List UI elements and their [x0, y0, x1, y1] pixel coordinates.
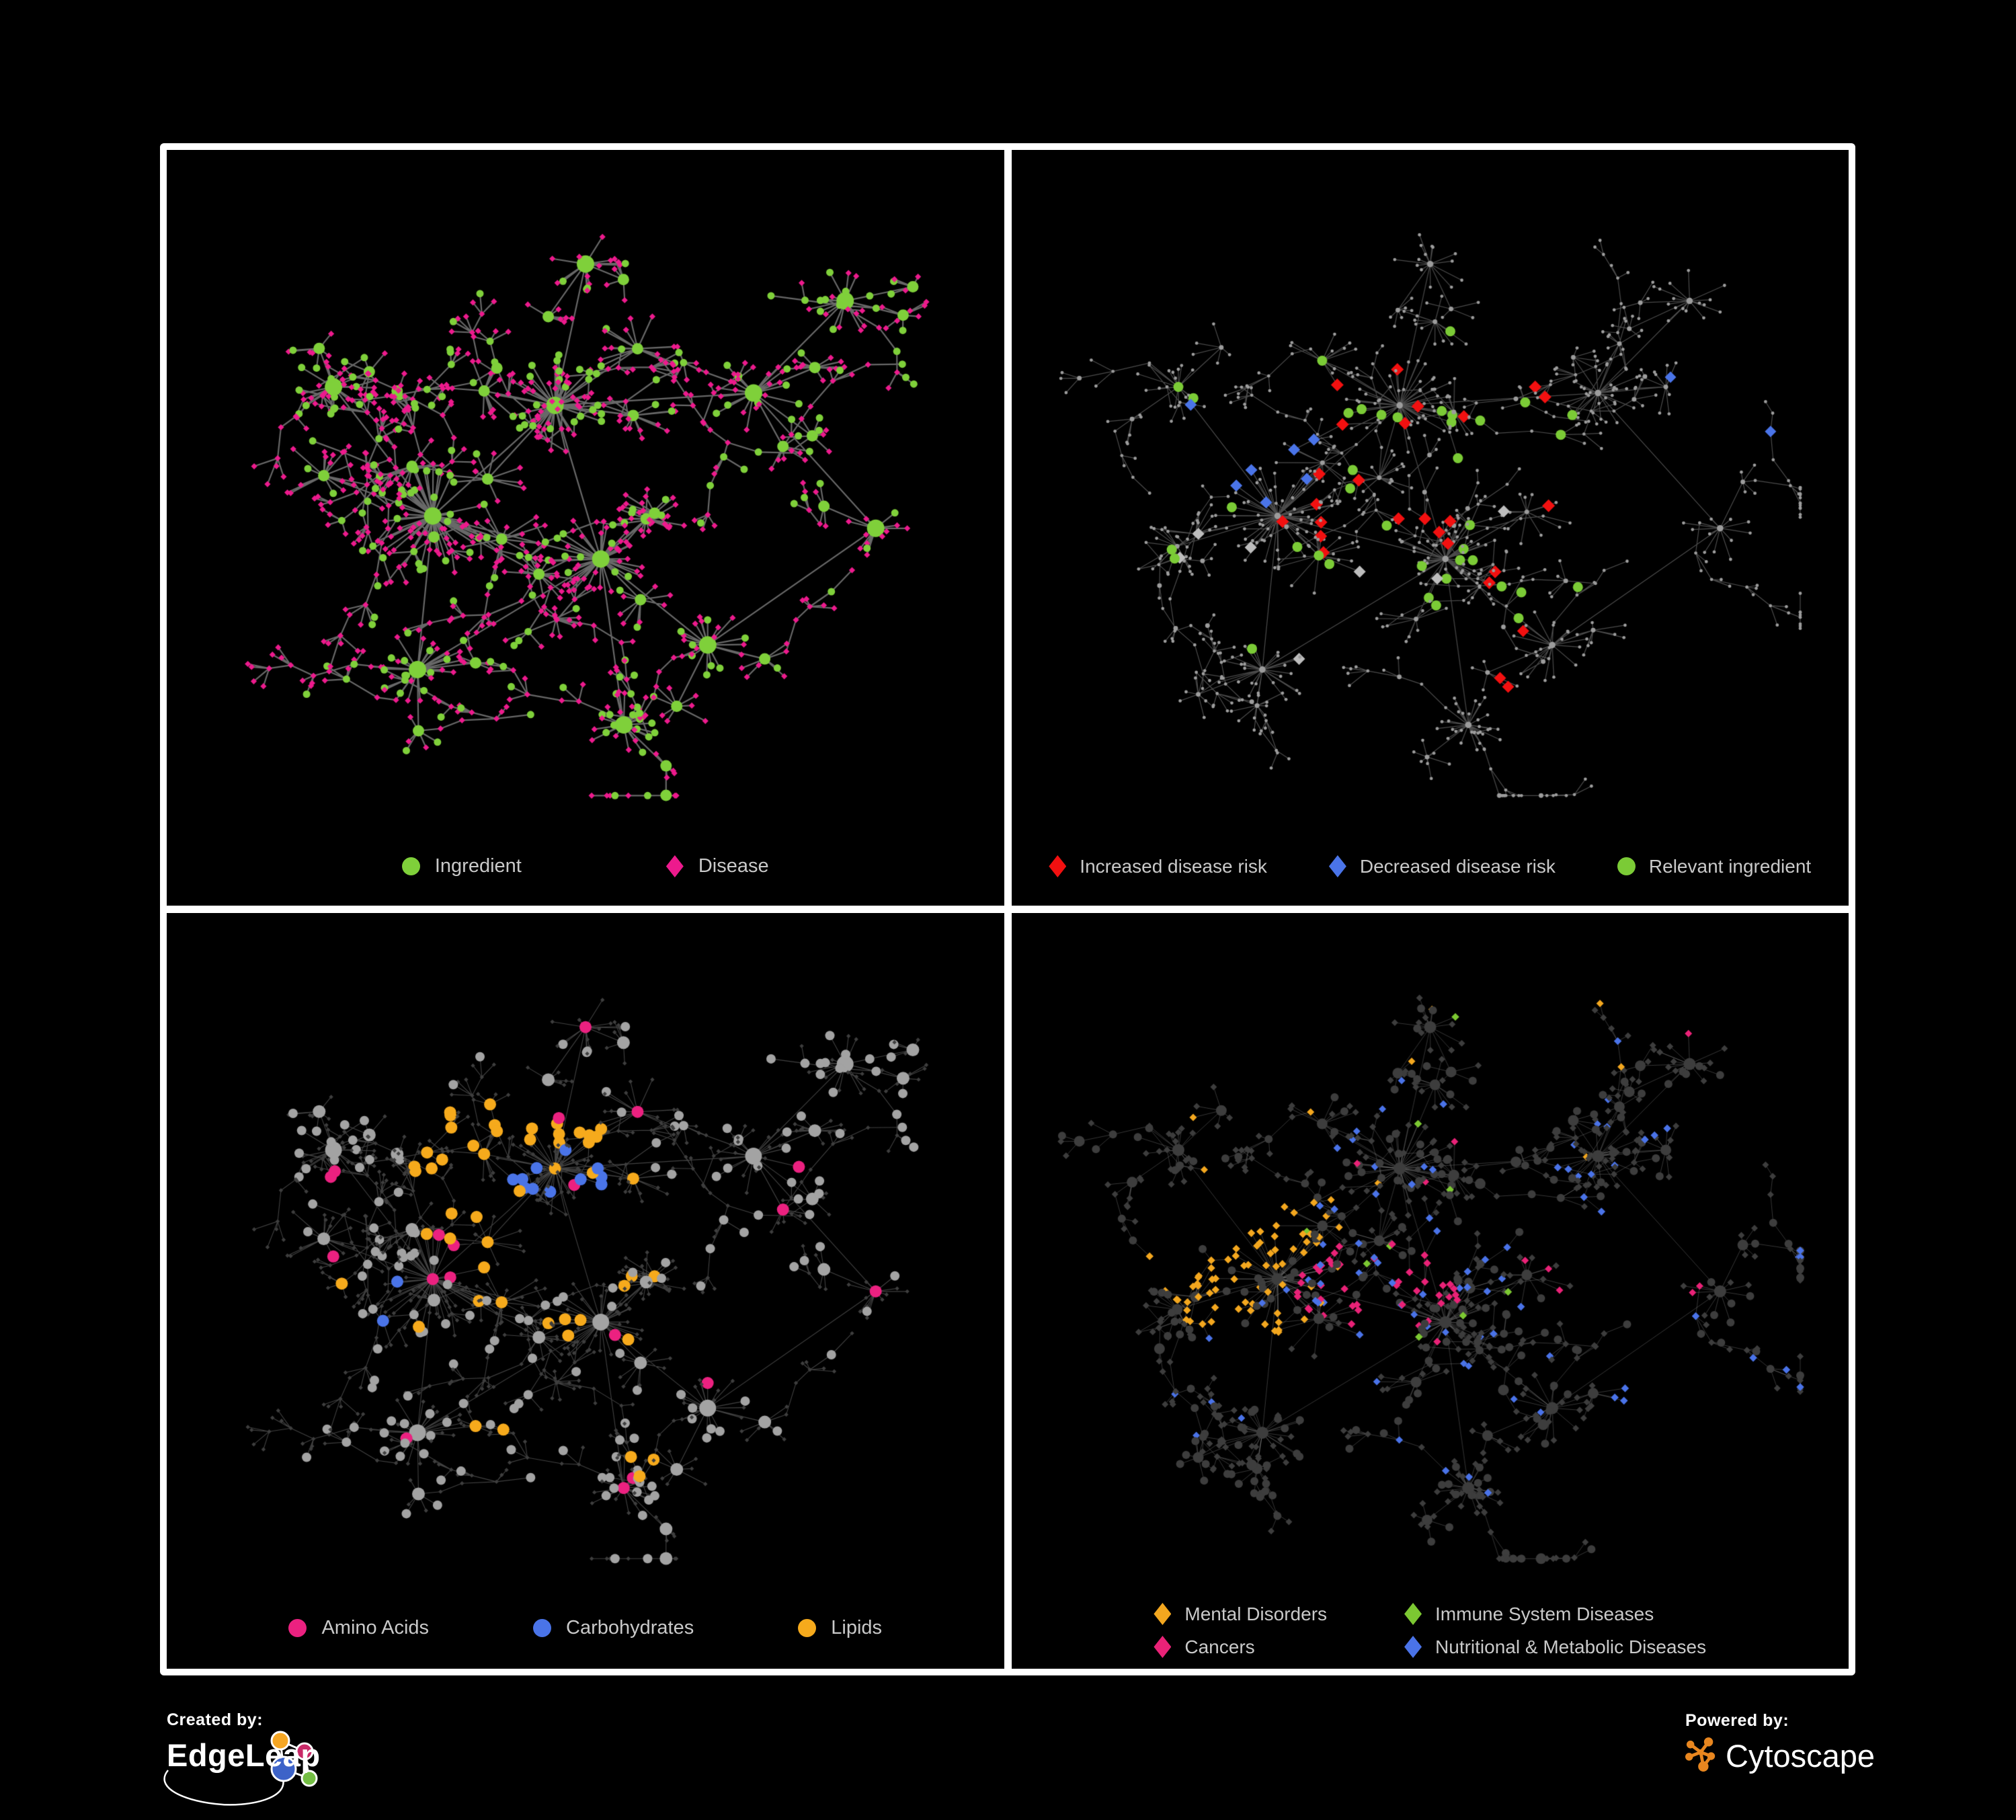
- legend-item-ingredient: Ingredient: [401, 855, 522, 877]
- nutrient-class-network-canvas: [167, 913, 1004, 1669]
- legend-label: Disease: [698, 855, 769, 877]
- legend-nutrient-classes: Amino Acids Carbohydrates Lipids: [167, 1617, 1004, 1639]
- relevant-ingredient-circle-icon: [1617, 857, 1636, 875]
- powered-by-label: Powered by:: [1685, 1711, 1789, 1730]
- legend-item-decreased-risk: Decreased disease risk: [1328, 855, 1556, 877]
- legend-item-cancers: Cancers: [1154, 1636, 1327, 1658]
- panel-disease-classes: Mental Disorders Immune System Diseases …: [1011, 913, 1849, 1669]
- nutritional-metabolic-diamond-icon: [1404, 1636, 1422, 1658]
- legend-item-mental-disorders: Mental Disorders: [1154, 1603, 1327, 1625]
- cytoscape-brand: Cytoscape: [1685, 1736, 1875, 1775]
- created-by-label: Created by:: [167, 1710, 264, 1729]
- legend-label: Carbohydrates: [566, 1617, 694, 1638]
- cytoscape-brand-name: Cytoscape: [1726, 1737, 1876, 1774]
- decreased-risk-diamond-icon: [1328, 855, 1346, 877]
- legend-label: Amino Acids: [321, 1617, 430, 1638]
- created-by-block: Created by: EdgeLeap: [163, 1710, 382, 1811]
- legend-label: Increased disease risk: [1080, 855, 1267, 877]
- legend-label: Nutritional & Metabolic Diseases: [1435, 1636, 1707, 1657]
- panel-disease-risk: Increased disease risk Decreased disease…: [1011, 150, 1849, 906]
- legend-item-disease: Disease: [666, 855, 769, 877]
- panel-nutrient-classes: Amino Acids Carbohydrates Lipids: [167, 913, 1004, 1669]
- ingredient-disease-network-canvas: [167, 150, 1004, 906]
- legend-label: Cancers: [1184, 1636, 1255, 1657]
- immune-system-diamond-icon: [1404, 1603, 1422, 1625]
- disease-class-network-canvas: [1011, 913, 1849, 1669]
- amino-acids-circle-icon: [288, 1619, 307, 1637]
- edgeleap-logo-icon: [163, 1731, 318, 1806]
- panel-ingredient-disease: Ingredient Disease: [167, 150, 1004, 906]
- legend-item-lipids: Lipids: [798, 1617, 882, 1639]
- edgeleap-brand-name: EdgeLeap: [167, 1737, 321, 1773]
- figure-grid: Ingredient Disease Increased disease ris…: [160, 143, 1855, 1675]
- edgeleap-brand: EdgeLeap: [163, 1731, 382, 1811]
- legend-item-relevant-ingredient: Relevant ingredient: [1617, 856, 1811, 877]
- legend-item-nutritional-metabolic-diseases: Nutritional & Metabolic Diseases: [1404, 1636, 1706, 1658]
- ingredient-circle-icon: [401, 857, 420, 875]
- legend-item-amino-acids: Amino Acids: [288, 1617, 429, 1639]
- increased-risk-diamond-icon: [1049, 855, 1067, 877]
- legend-disease-classes: Mental Disorders Immune System Diseases …: [1012, 1603, 1849, 1658]
- powered-by-block: Powered by: Cytoscape: [1685, 1711, 1875, 1775]
- disease-risk-network-canvas: [1011, 150, 1849, 906]
- legend-item-immune-system-diseases: Immune System Diseases: [1404, 1603, 1706, 1625]
- disease-diamond-icon: [666, 855, 684, 877]
- legend-item-increased-risk: Increased disease risk: [1049, 855, 1267, 877]
- legend-label: Mental Disorders: [1184, 1603, 1328, 1624]
- legend-label: Relevant ingredient: [1648, 855, 1812, 877]
- legend-disease-risk: Increased disease risk Decreased disease…: [1012, 855, 1849, 877]
- cytoscape-logo-icon: [1685, 1737, 1716, 1772]
- legend-label: Ingredient: [434, 855, 522, 877]
- lipids-circle-icon: [798, 1619, 817, 1637]
- legend-label: Decreased disease risk: [1359, 855, 1556, 877]
- mental-disorders-diamond-icon: [1154, 1603, 1172, 1625]
- legend-ingredient-disease: Ingredient Disease: [167, 855, 1004, 877]
- legend-label: Immune System Diseases: [1435, 1603, 1654, 1624]
- legend-item-carbohydrates: Carbohydrates: [533, 1617, 694, 1639]
- cancers-diamond-icon: [1154, 1636, 1172, 1658]
- legend-label: Lipids: [831, 1617, 883, 1638]
- carbohydrates-circle-icon: [533, 1619, 552, 1637]
